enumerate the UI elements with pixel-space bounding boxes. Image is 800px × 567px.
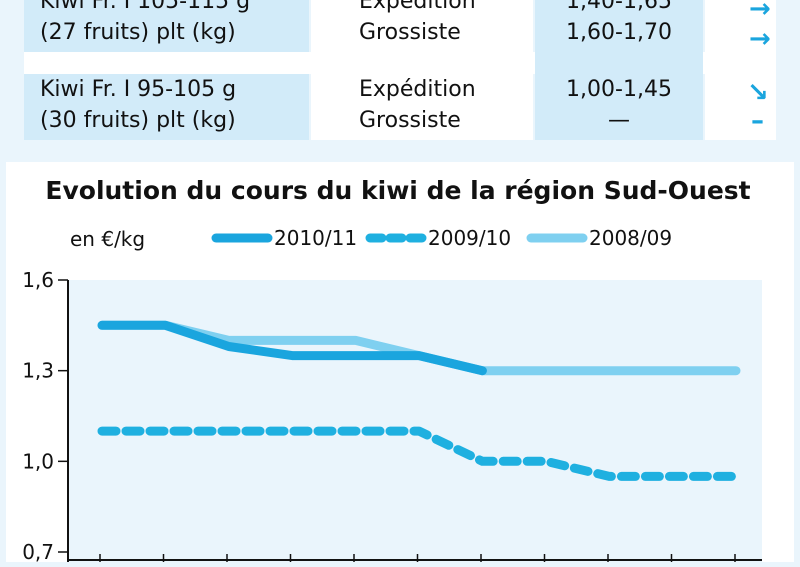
legend-label: 2010/11 [274, 226, 357, 250]
row-separator [24, 52, 776, 74]
legend-label: 2009/10 [428, 226, 511, 250]
y-tick-label: 1,0 [22, 449, 54, 473]
right-arrow-icon: → [749, 26, 771, 52]
market-expedition: Expédition [359, 74, 533, 105]
y-axis-label: en €/kg [70, 227, 145, 251]
product-name: Kiwi Fr. I 105-115 g [40, 0, 309, 17]
y-tick-label: 0,7 [22, 540, 54, 562]
product-cell: Kiwi Fr. I 105-115 g (27 fruits) plt (kg… [24, 0, 309, 52]
chart-title: Evolution du cours du kiwi de la région … [45, 176, 750, 205]
product-name: Kiwi Fr. I 95-105 g [40, 74, 309, 105]
trend-cell: ↘ – [705, 74, 776, 140]
y-tick-label: 1,3 [22, 359, 54, 383]
price-grossiste: 1,60-1,70 [535, 17, 703, 48]
market-cell: Expédition Grossiste [311, 74, 533, 140]
price-line-chart: Evolution du cours du kiwi de la région … [6, 162, 794, 562]
y-tick-label: 1,6 [22, 268, 54, 292]
product-packaging: (27 fruits) plt (kg) [40, 17, 309, 48]
market-grossiste: Grossiste [359, 17, 533, 48]
right-arrow-icon: → [749, 0, 771, 22]
chart-legend: 2010/11 2009/10 2008/09 [216, 226, 672, 250]
chart-panel: Evolution du cours du kiwi de la région … [6, 162, 794, 562]
price-cell: 1,40-1,65 1,60-1,70 [535, 0, 703, 52]
table-row: Kiwi Fr. I 105-115 g (27 fruits) plt (kg… [24, 0, 776, 52]
product-cell: Kiwi Fr. I 95-105 g (30 fruits) plt (kg) [24, 74, 309, 140]
market-expedition: Expédition [359, 0, 533, 17]
legend-label: 2008/09 [589, 226, 672, 250]
trend-cell: → → [705, 0, 776, 52]
market-grossiste: Grossiste [359, 105, 533, 136]
table-row: Kiwi Fr. I 95-105 g (30 fruits) plt (kg)… [24, 74, 776, 140]
down-right-arrow-icon: ↘ [747, 80, 769, 106]
price-table: Kiwi Fr. I 105-115 g (27 fruits) plt (kg… [24, 0, 776, 140]
price-grossiste: — [535, 105, 703, 136]
product-packaging: (30 fruits) plt (kg) [40, 105, 309, 136]
price-cell: 1,00-1,45 — [535, 74, 703, 140]
price-expedition: 1,00-1,45 [535, 74, 703, 105]
price-expedition: 1,40-1,65 [535, 0, 703, 17]
stable-dash-icon: – [751, 108, 764, 134]
market-cell: Expédition Grossiste [311, 0, 533, 52]
